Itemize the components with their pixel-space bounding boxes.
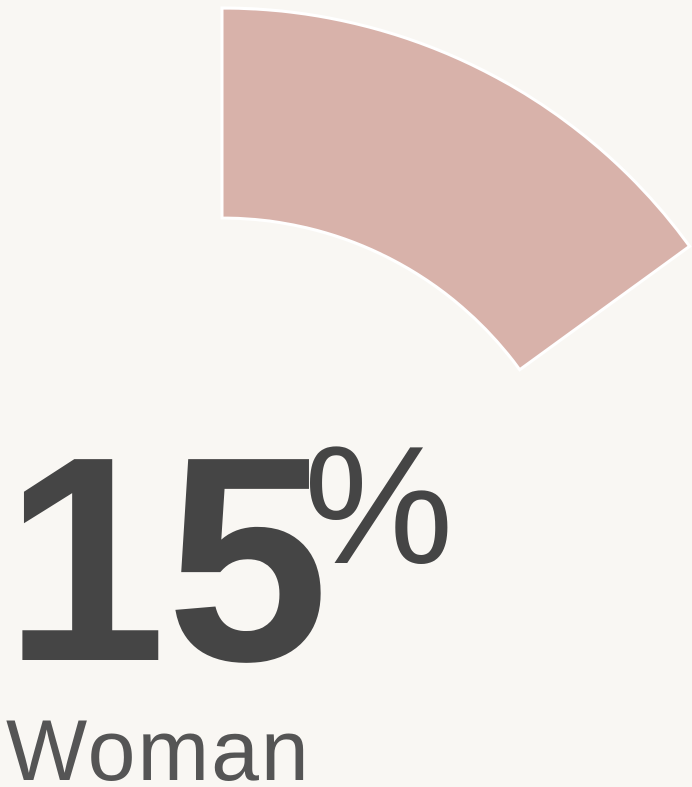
category-label: Woman <box>6 703 311 787</box>
value-unit: % <box>304 411 453 599</box>
value-label: 15 <box>4 396 329 722</box>
donut-segment <box>220 6 692 372</box>
